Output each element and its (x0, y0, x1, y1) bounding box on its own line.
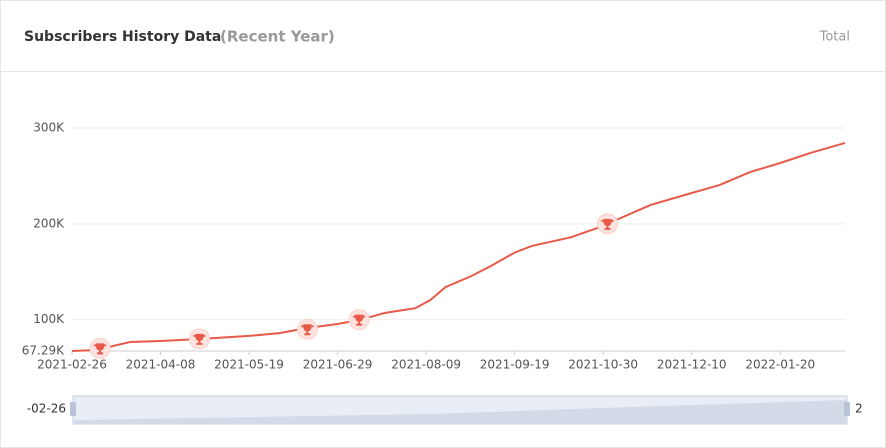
zoom-handle[interactable] (70, 402, 76, 416)
x-tick-label: 2021-08-09 (391, 358, 461, 372)
x-tick-label: 2021-10-30 (568, 358, 638, 372)
x-tick-label: 2021-02-26 (37, 358, 107, 372)
chart-subtitle: (Recent Year) (220, 28, 335, 46)
x-tick-label: 2021-12-10 (657, 358, 727, 372)
chart-title: Subscribers History Data (24, 29, 221, 45)
trophy-icon (353, 314, 366, 326)
y-tick-label: 67.29K (22, 344, 65, 358)
x-tick-label: 2022-01-20 (745, 358, 815, 372)
y-tick-label: 300K (33, 121, 65, 135)
x-tick-label: 2021-05-19 (214, 358, 284, 372)
series-line (71, 141, 846, 352)
y-tick-label: 100K (33, 312, 65, 326)
trophy-icon (94, 343, 107, 355)
x-tick-label: 2021-04-08 (126, 358, 196, 372)
zoom-preview (73, 400, 847, 424)
zoom-handle[interactable] (844, 402, 850, 416)
x-tick-label: 2021-09-19 (480, 358, 550, 372)
x-tick-label: 2021-06-29 (303, 358, 373, 372)
zoom-start-label: -02-26 (27, 402, 66, 416)
mode-toggle[interactable]: Total (819, 30, 850, 45)
trophy-icon (193, 333, 206, 345)
y-tick-label: 200K (33, 216, 65, 230)
zoom-end-label: 2 (855, 402, 863, 416)
trophy-icon (601, 218, 614, 230)
trophy-icon (301, 324, 314, 336)
